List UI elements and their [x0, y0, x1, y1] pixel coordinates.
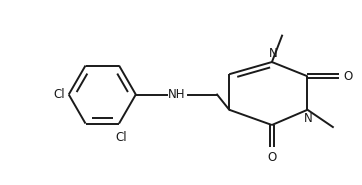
Text: N: N	[304, 112, 313, 125]
Text: O: O	[343, 70, 352, 83]
Text: Cl: Cl	[115, 131, 127, 144]
Text: N: N	[269, 47, 277, 60]
Text: NH: NH	[168, 88, 185, 101]
Text: O: O	[267, 151, 277, 164]
Text: Cl: Cl	[53, 88, 65, 101]
